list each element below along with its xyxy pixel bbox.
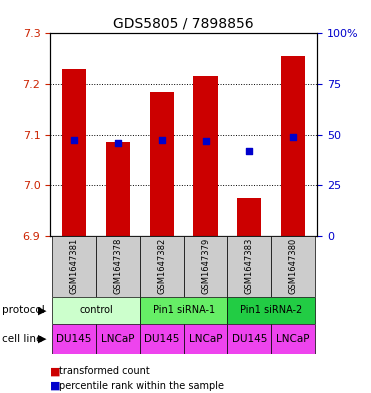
Bar xyxy=(52,324,96,354)
Bar xyxy=(62,69,86,236)
Text: DU145: DU145 xyxy=(56,334,92,344)
Text: ■: ■ xyxy=(50,366,60,376)
Point xyxy=(290,134,296,140)
Bar xyxy=(140,324,184,354)
Point xyxy=(159,136,165,143)
Text: GSM1647382: GSM1647382 xyxy=(157,238,166,294)
Text: control: control xyxy=(79,305,113,316)
Bar xyxy=(52,297,140,324)
Point xyxy=(115,140,121,146)
Text: GSM1647379: GSM1647379 xyxy=(201,238,210,294)
Bar xyxy=(237,198,262,236)
Point xyxy=(71,136,77,143)
Text: Pin1 siRNA-1: Pin1 siRNA-1 xyxy=(152,305,215,316)
Text: DU145: DU145 xyxy=(232,334,267,344)
Text: protocol: protocol xyxy=(2,305,45,316)
Text: cell line: cell line xyxy=(2,334,42,344)
Bar xyxy=(271,324,315,354)
Bar xyxy=(184,324,227,354)
Text: transformed count: transformed count xyxy=(59,366,150,376)
Text: GSM1647381: GSM1647381 xyxy=(70,238,79,294)
Bar xyxy=(140,297,227,324)
Text: DU145: DU145 xyxy=(144,334,180,344)
Title: GDS5805 / 7898856: GDS5805 / 7898856 xyxy=(113,17,254,31)
Point xyxy=(203,138,209,144)
Bar xyxy=(271,236,315,297)
Bar xyxy=(96,236,140,297)
Text: LNCaP: LNCaP xyxy=(101,334,135,344)
Text: Pin1 siRNA-2: Pin1 siRNA-2 xyxy=(240,305,302,316)
Text: ■: ■ xyxy=(50,381,60,391)
Bar xyxy=(106,142,130,236)
Text: LNCaP: LNCaP xyxy=(276,334,310,344)
Text: GSM1647383: GSM1647383 xyxy=(245,238,254,294)
Text: GSM1647378: GSM1647378 xyxy=(114,238,122,294)
Bar xyxy=(227,297,315,324)
Bar xyxy=(184,236,227,297)
Bar xyxy=(281,56,305,236)
Text: LNCaP: LNCaP xyxy=(189,334,222,344)
Bar xyxy=(227,236,271,297)
Bar xyxy=(52,236,96,297)
Text: ▶: ▶ xyxy=(39,334,47,344)
Point xyxy=(246,148,252,154)
Bar xyxy=(96,324,140,354)
Text: percentile rank within the sample: percentile rank within the sample xyxy=(59,381,224,391)
Text: ▶: ▶ xyxy=(39,305,47,316)
Bar xyxy=(150,92,174,236)
Text: GSM1647380: GSM1647380 xyxy=(289,238,298,294)
Bar xyxy=(194,76,217,236)
Bar xyxy=(227,324,271,354)
Bar xyxy=(140,236,184,297)
